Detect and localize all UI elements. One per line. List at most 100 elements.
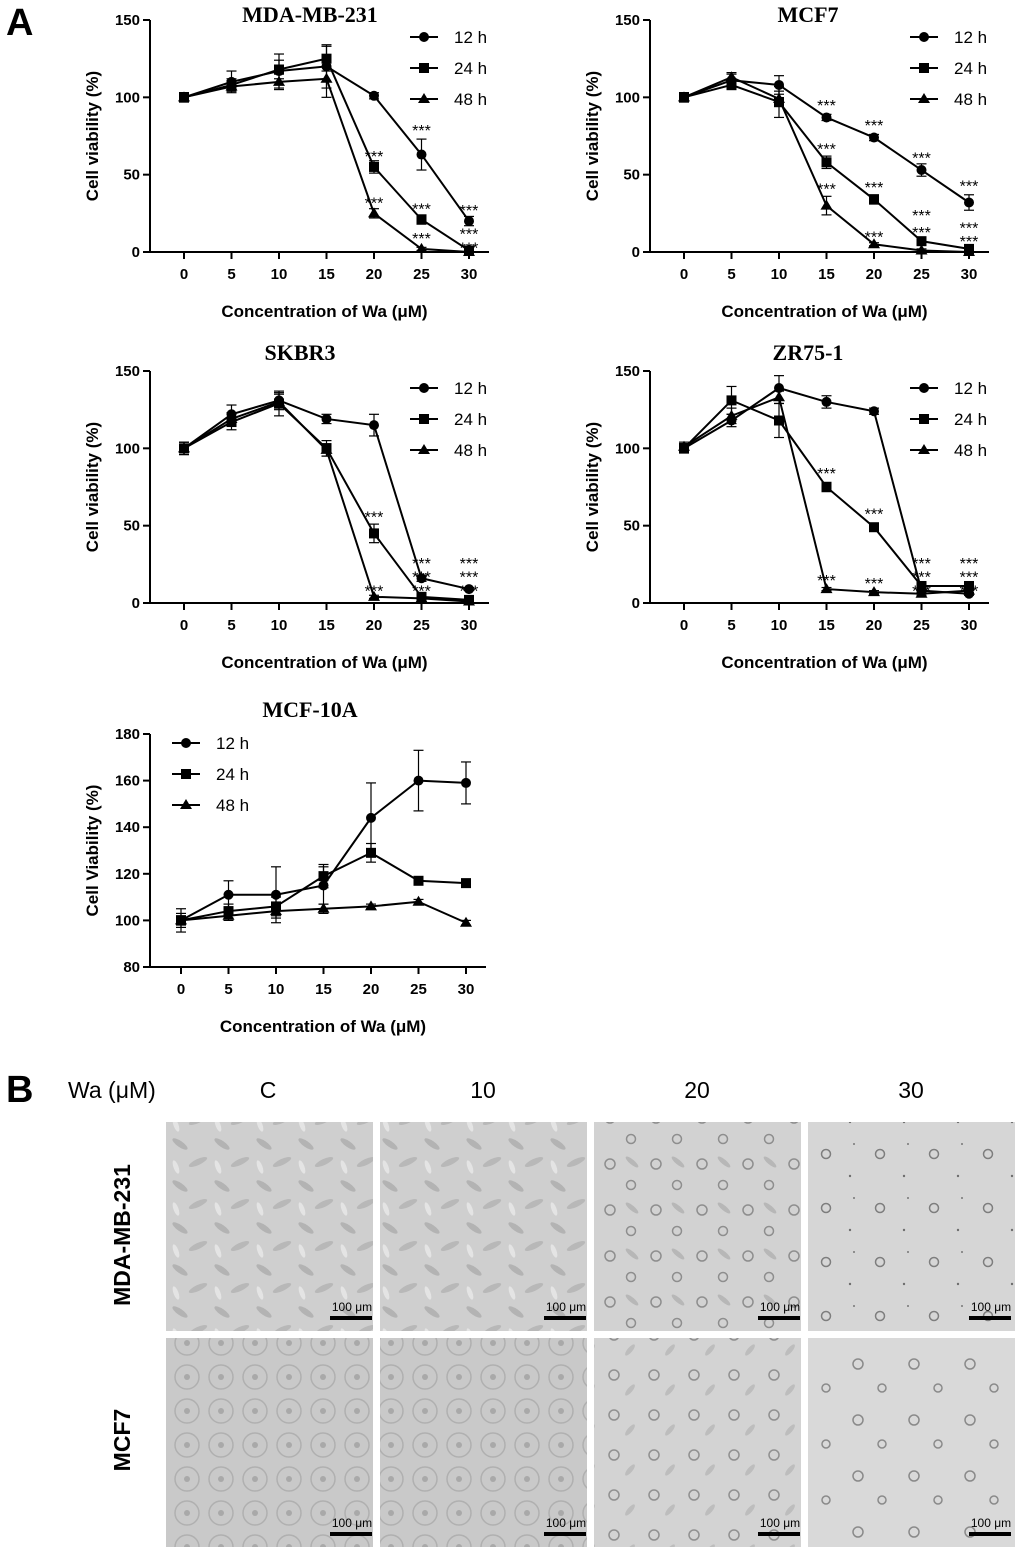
data-point-48-h bbox=[175, 914, 187, 925]
x-tick-label: 20 bbox=[366, 266, 383, 283]
x-tick-label: 5 bbox=[727, 617, 735, 634]
data-point-12-h bbox=[413, 775, 424, 786]
data-point-48-h bbox=[963, 246, 975, 256]
significance-annotation: *** bbox=[865, 180, 884, 197]
scale-bar bbox=[758, 1532, 800, 1536]
significance-annotation: *** bbox=[960, 178, 979, 195]
legend-marker-12-h bbox=[919, 383, 929, 393]
legend-marker-12-h bbox=[919, 32, 929, 42]
x-tick-label: 15 bbox=[818, 266, 835, 283]
x-tick-label: 5 bbox=[227, 266, 235, 283]
significance-annotation: *** bbox=[912, 151, 931, 168]
x-axis-label: Concentration of Wa (μM) bbox=[221, 302, 427, 321]
x-tick-label: 15 bbox=[318, 266, 335, 283]
y-tick-label: 0 bbox=[632, 244, 640, 261]
data-point-48-h bbox=[225, 412, 238, 423]
chart-mcf-10a: MCF-10A 80 100 120 140 160 180 0 5 10 15 20 25 30 Conc… bbox=[83, 697, 486, 1036]
legend-label-48-h: 48 h bbox=[454, 441, 487, 460]
scale-bar bbox=[544, 1532, 586, 1536]
legend-label-48-h: 48 h bbox=[954, 441, 987, 460]
significance-annotation: *** bbox=[412, 123, 431, 140]
micrograph-column-c: C bbox=[260, 1077, 277, 1103]
data-point-48-h bbox=[415, 242, 428, 253]
data-point-24-h bbox=[366, 847, 376, 858]
data-point-48-h bbox=[868, 238, 880, 249]
x-axis-label: Concentration of Wa (μM) bbox=[721, 653, 927, 672]
data-point-12-h bbox=[916, 165, 927, 176]
panel-label-a: A bbox=[6, 2, 33, 44]
significance-annotation: *** bbox=[817, 466, 836, 483]
y-tick-label: 100 bbox=[115, 912, 140, 929]
data-point-48-h bbox=[773, 391, 785, 402]
data-point-12-h bbox=[369, 420, 379, 431]
data-point-48-h bbox=[463, 595, 475, 606]
legend-marker-12-h bbox=[181, 738, 191, 748]
significance-annotation: *** bbox=[365, 196, 384, 213]
significance-annotation: *** bbox=[412, 584, 431, 601]
data-point-48-h bbox=[317, 902, 330, 913]
y-tick-label: 160 bbox=[115, 773, 140, 790]
x-tick-label: 0 bbox=[680, 617, 688, 634]
micrograph-row-mcf7: MCF7 bbox=[109, 1409, 135, 1472]
significance-annotation: *** bbox=[912, 570, 931, 587]
data-point-48-h bbox=[415, 592, 428, 603]
significance-annotation: *** bbox=[817, 141, 836, 158]
chart-title: MDA-MB-231 bbox=[242, 2, 378, 27]
scale-bar-label: 100 μm bbox=[760, 1516, 800, 1530]
y-tick-label: 150 bbox=[115, 363, 140, 380]
series-line-48-h bbox=[183, 77, 470, 253]
data-point-48-h bbox=[178, 442, 190, 453]
scale-bar-label: 100 μm bbox=[971, 1300, 1011, 1314]
chart-mcf7: MCF7 0 50 100 150 0 5 10 15 20 25 30 Concentration o… bbox=[583, 2, 989, 321]
y-tick-label: 120 bbox=[115, 866, 140, 883]
chart-title: ZR75-1 bbox=[773, 340, 844, 365]
y-tick-label: 150 bbox=[115, 12, 140, 29]
data-point-12-h bbox=[464, 216, 474, 227]
legend-marker-48-h bbox=[418, 444, 430, 454]
data-point-48-h bbox=[178, 91, 190, 102]
data-point-24-h bbox=[318, 871, 329, 882]
y-tick-label: 100 bbox=[615, 440, 640, 457]
y-tick-label: 0 bbox=[632, 595, 640, 612]
x-tick-label: 15 bbox=[318, 617, 335, 634]
x-tick-label: 20 bbox=[866, 266, 883, 283]
significance-annotation: *** bbox=[817, 182, 836, 199]
micrograph-header-label: Wa (μM) bbox=[68, 1077, 156, 1103]
data-point-48-h bbox=[678, 440, 690, 451]
x-tick-label: 25 bbox=[913, 266, 930, 283]
y-tick-label: 80 bbox=[123, 959, 140, 976]
x-tick-label: 25 bbox=[410, 981, 427, 998]
significance-annotation: *** bbox=[412, 231, 431, 248]
scale-bars: 100 μm 100 μm 100 μm 100 μm 100 μm 100 μ… bbox=[330, 1300, 1011, 1536]
data-point-12-h bbox=[964, 197, 974, 208]
y-tick-label: 50 bbox=[123, 167, 140, 184]
scale-bar bbox=[544, 1316, 586, 1320]
y-tick-label: 0 bbox=[132, 595, 140, 612]
significance-annotation: *** bbox=[960, 234, 979, 251]
scale-bar-label: 100 μm bbox=[546, 1516, 586, 1530]
data-point-48-h bbox=[365, 900, 377, 911]
micrograph-column-30: 30 bbox=[898, 1077, 924, 1103]
significance-annotation: *** bbox=[960, 220, 979, 237]
data-point-48-h bbox=[678, 91, 690, 102]
significance-annotation: *** bbox=[960, 584, 979, 601]
data-point-48-h bbox=[368, 590, 380, 601]
data-point-24-h bbox=[726, 395, 737, 406]
data-point-24-h bbox=[821, 157, 832, 168]
x-tick-label: 25 bbox=[413, 617, 430, 634]
legend-label-48-h: 48 h bbox=[454, 90, 487, 109]
y-tick-label: 180 bbox=[115, 726, 140, 743]
x-axis-label: Concentration of Wa (μM) bbox=[221, 653, 427, 672]
micrograph-column-20: 20 bbox=[684, 1077, 710, 1103]
y-tick-label: 140 bbox=[115, 819, 140, 836]
micrograph-mcf7-30 bbox=[808, 1338, 1015, 1547]
y-axis-label: Cell viability (%) bbox=[83, 422, 102, 552]
micrograph-mcf7-10 bbox=[380, 1338, 587, 1547]
data-point-12-h bbox=[774, 79, 784, 90]
data-point-48-h bbox=[412, 895, 425, 906]
x-tick-label: 0 bbox=[180, 617, 188, 634]
scale-bar bbox=[330, 1316, 372, 1320]
data-point-24-h bbox=[821, 482, 832, 492]
data-point-48-h bbox=[222, 909, 235, 920]
significance-annotation: *** bbox=[865, 506, 884, 523]
